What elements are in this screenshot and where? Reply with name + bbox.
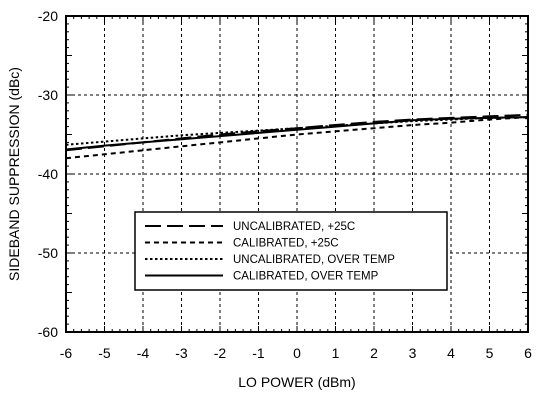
x-tick-labels: -6 -5 -4 -3 -2 -1 0 1 2 3 4 5 6 (60, 345, 532, 361)
legend-box (134, 211, 448, 291)
plot-frame (65, 15, 529, 333)
legend-label-4: CALIBRATED, OVER TEMP (233, 271, 379, 283)
x-tick-label: -2 (214, 345, 227, 361)
x-axis-label: LO POWER (dBm) (238, 374, 355, 390)
y-tick-labels: -20 -30 -40 -50 -60 (38, 8, 58, 340)
x-tick-label: 5 (486, 345, 494, 361)
series-lines (65, 113, 529, 160)
y-tick-label: -50 (38, 245, 58, 261)
x-tick-label: 4 (447, 345, 455, 361)
legend-label-2: CALIBRATED, +25C (233, 238, 339, 250)
y-tick-label: -30 (38, 87, 58, 103)
series-line-4 (65, 116, 529, 151)
y-tick-label: -60 (38, 324, 58, 340)
x-tick-label: -1 (252, 345, 265, 361)
y-tick-label: -40 (38, 166, 58, 182)
legend: UNCALIBRATED, +25C CALIBRATED, +25C UNCALI… (134, 211, 448, 291)
x-tick-label: -6 (60, 345, 73, 361)
legend-label-1: UNCALIBRATED, +25C (233, 221, 355, 233)
x-tick-label: 2 (370, 345, 378, 361)
y-tick-label: -20 (38, 8, 58, 24)
x-tick-label: 0 (293, 345, 301, 361)
x-tick-label: -4 (137, 345, 150, 361)
x-tick-label: -3 (175, 345, 188, 361)
x-tick-label: 6 (524, 345, 532, 361)
y-axis-label: SIDEBAND SUPPRESSION (dBc) (6, 67, 22, 281)
legend-label-3: UNCALIBRATED, OVER TEMP (233, 254, 395, 266)
x-tick-label: -5 (98, 345, 111, 361)
x-tick-label: 1 (332, 345, 340, 361)
x-tick-label: 3 (409, 345, 417, 361)
